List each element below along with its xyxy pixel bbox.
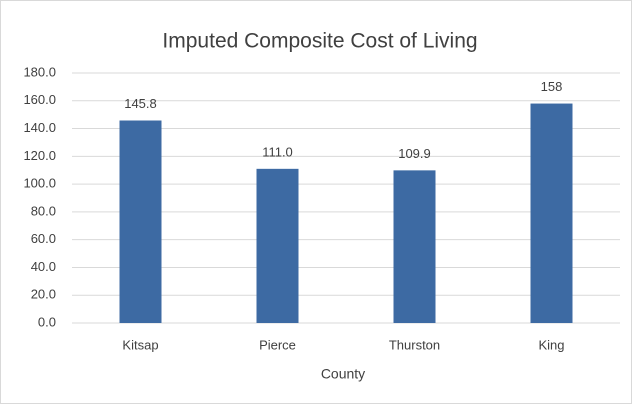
x-tick-label: Thurston (389, 337, 440, 352)
y-tick-label: 40.0 (31, 259, 56, 274)
y-tick-label: 180.0 (23, 64, 56, 79)
y-tick-label: 80.0 (31, 203, 56, 218)
data-label: 109.9 (398, 146, 431, 161)
x-tick-label: King (538, 337, 564, 352)
x-tick-label: Pierce (259, 337, 296, 352)
bar (119, 120, 162, 323)
x-axis-label: County (321, 366, 365, 382)
bar (393, 170, 436, 323)
bar (256, 168, 299, 323)
data-label: 111.0 (262, 144, 293, 159)
y-tick-label: 100.0 (23, 176, 56, 191)
y-tick-label: 0.0 (38, 314, 56, 329)
chart-title: Imputed Composite Cost of Living (162, 30, 477, 53)
y-tick-label: 20.0 (31, 287, 56, 302)
bar (530, 103, 573, 323)
y-tick-label: 160.0 (23, 92, 56, 107)
y-tick-label: 60.0 (31, 231, 56, 246)
x-tick-label: Kitsap (122, 337, 158, 352)
y-tick-label: 140.0 (23, 120, 56, 135)
data-label: 145.8 (124, 96, 157, 111)
y-tick-label: 120.0 (23, 148, 56, 163)
data-label: 158 (541, 79, 563, 94)
